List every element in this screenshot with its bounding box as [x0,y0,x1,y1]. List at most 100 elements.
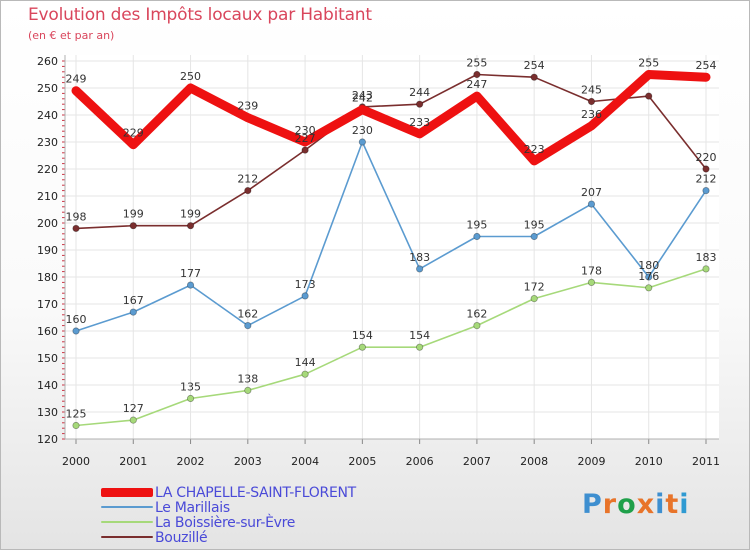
data-label: 249 [66,73,87,86]
y-tick-label: 220 [37,163,58,176]
data-label: 154 [409,329,430,342]
data-point [244,187,252,195]
data-label: 160 [66,313,87,326]
data-point [129,308,137,316]
data-point [645,284,653,292]
series-line [75,141,707,332]
data-point [301,146,309,154]
data-label: 199 [180,208,201,221]
y-tick-label: 150 [37,352,58,365]
logo-letter: x [636,489,656,520]
x-tick-label: 2006 [406,455,434,468]
y-tick-label: 230 [37,136,58,149]
data-label: 177 [180,267,201,280]
data-point [587,278,596,286]
legend-label: Le Marillais [155,500,230,516]
data-point [530,73,538,81]
legend-swatch [101,487,153,497]
data-point [587,97,596,106]
data-point [186,222,195,230]
data-point [702,187,710,195]
data-label: 244 [409,86,430,99]
data-label: 198 [66,210,87,223]
x-tick-label: 2000 [62,455,90,468]
data-label: 229 [123,127,144,140]
data-label: 243 [352,89,373,102]
y-tick-label: 180 [37,271,58,284]
x-tick-label: 2008 [520,455,548,468]
data-point [416,265,424,273]
data-point [473,232,481,241]
data-label: 255 [638,57,659,70]
data-label: 162 [237,308,258,321]
data-label: 227 [295,132,316,145]
data-label: 220 [696,151,717,164]
x-tick-label: 2009 [577,455,605,468]
data-point [416,343,424,351]
y-tick-label: 130 [37,406,58,419]
data-label: 172 [524,281,545,294]
data-point [530,232,538,241]
data-point [702,265,710,273]
data-label: 127 [123,402,144,415]
legend-swatch [101,506,153,508]
series-line [75,73,707,230]
logo-letter: r [602,489,618,520]
data-label: 135 [180,381,201,394]
data-point [358,138,366,146]
data-point [416,100,424,108]
data-point [530,294,538,303]
proxiti-logo: Proxiti [582,489,690,520]
x-tick-label: 2002 [177,455,205,468]
logo-letter: i [655,489,666,520]
x-tick-label: 2004 [291,455,319,468]
data-label: 195 [466,219,487,232]
y-tick-label: 210 [37,190,58,203]
data-label: 183 [409,251,430,264]
legend-swatch [101,536,153,538]
data-label: 242 [352,92,373,105]
data-point [72,224,80,232]
logo-letter: P [582,489,603,520]
data-label: 180 [638,259,659,272]
series-line [75,268,707,427]
data-point [186,281,195,289]
data-label: 199 [123,208,144,221]
data-point [645,92,653,100]
y-tick-label: 250 [37,82,58,95]
data-label: 195 [524,219,545,232]
data-label: 154 [352,329,373,342]
data-point [358,343,366,351]
series-line [71,70,711,166]
data-label: 178 [581,264,602,277]
legend-label: Bouzillé [155,530,208,546]
data-label: 245 [581,84,602,97]
x-tick-label: 2005 [348,455,376,468]
y-tick-label: 120 [37,433,58,446]
data-label: 236 [581,108,602,121]
data-label: 176 [638,270,659,283]
y-tick-label: 140 [37,379,58,392]
data-point [72,421,80,430]
x-tick-label: 2001 [119,455,147,468]
logo-letter: o [617,489,637,520]
data-label: 183 [696,251,717,264]
data-label: 212 [696,173,717,186]
y-tick-label: 190 [37,244,58,257]
y-tick-label: 170 [37,298,58,311]
data-label: 212 [237,173,258,186]
x-tick-label: 2003 [234,455,262,468]
data-point [129,222,137,230]
data-label: 138 [237,372,258,385]
data-point [244,321,252,330]
data-label: 230 [352,124,373,137]
data-point [129,416,137,424]
data-label: 162 [466,308,487,321]
data-label: 247 [466,78,487,91]
y-tick-label: 240 [37,109,58,122]
data-point [473,321,481,330]
data-label: 167 [123,294,144,307]
data-label: 254 [524,59,545,72]
legend-swatch [101,521,153,523]
